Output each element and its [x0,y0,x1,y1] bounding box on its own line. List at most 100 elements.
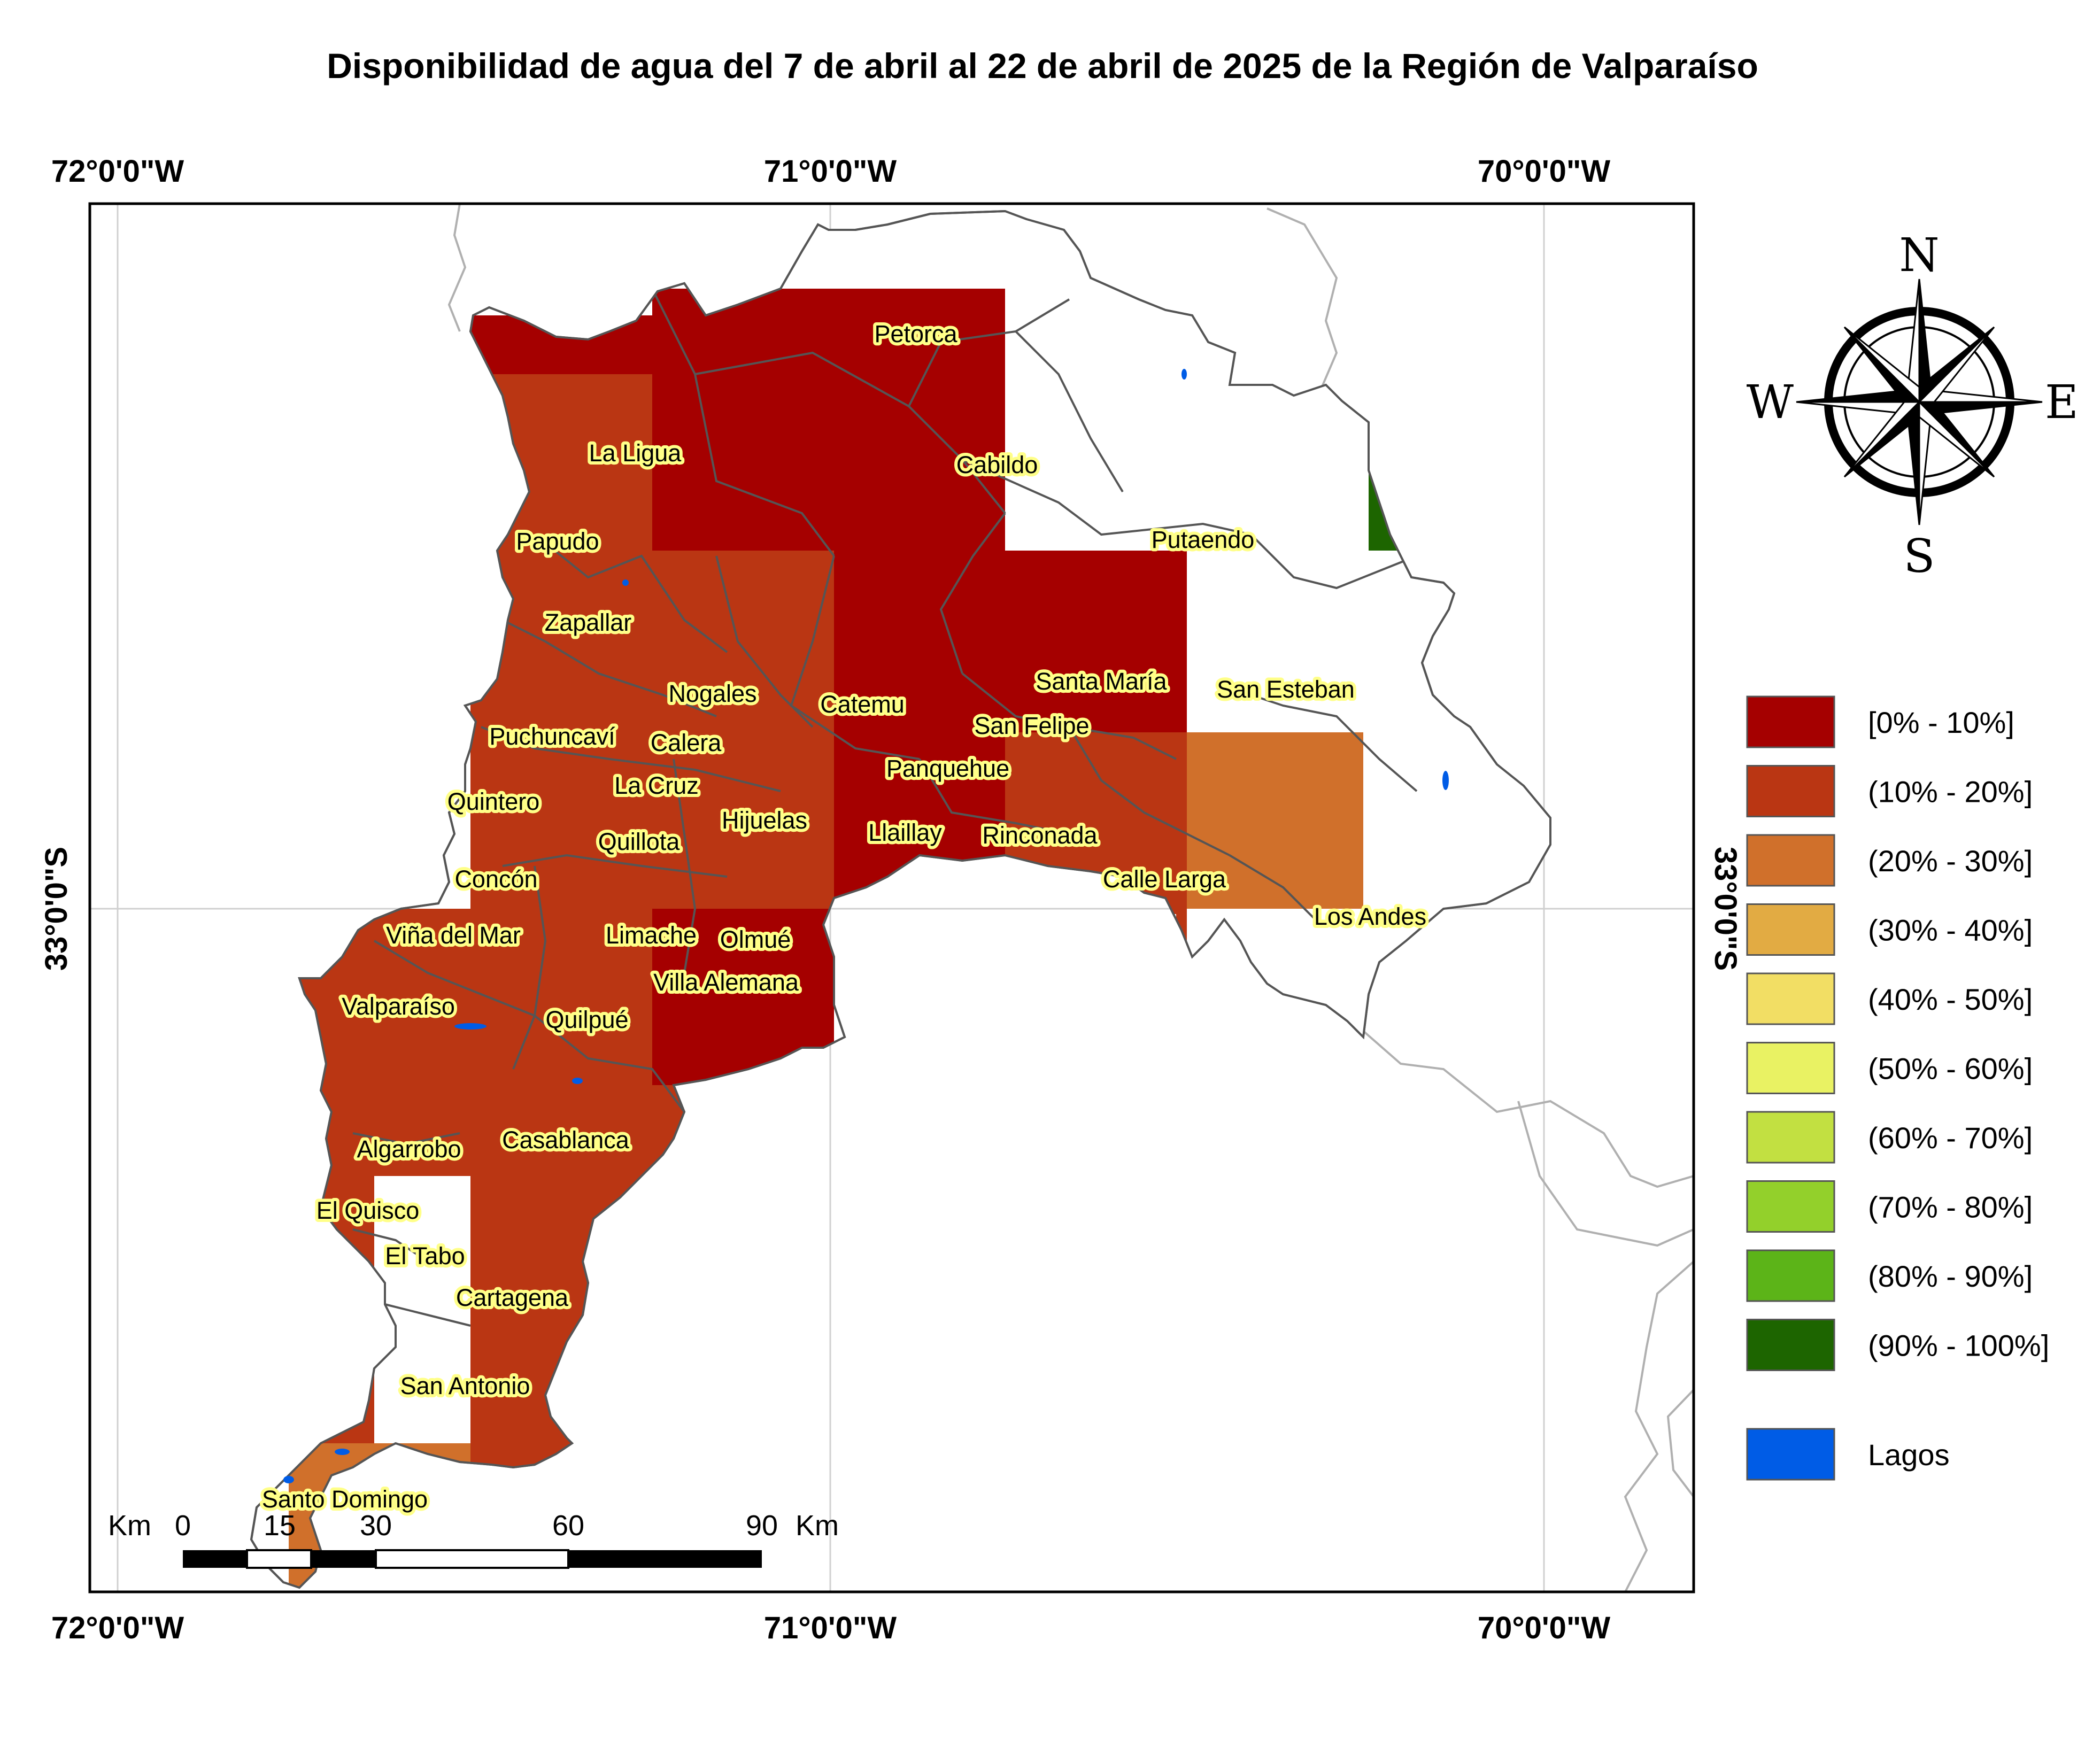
map-title: Disponibilidad de agua del 7 de abril al… [327,46,1758,86]
label-casablanca: Casablanca [502,1126,630,1154]
label-panquehue: Panquehue [886,755,1009,782]
coord-top-70w: 70°0'0"W [1478,154,1611,189]
label-los-andes: Los Andes [1314,903,1426,930]
label-vina-del-mar: Viña del Mar [386,922,521,949]
label-algarrobo: Algarrobo [357,1135,461,1163]
label-santo-domingo: Santo Domingo [262,1486,428,1513]
cell-20-30 [1187,732,1363,909]
cell-0-10 [652,289,1005,551]
scale-bar: Km 0 15 30 60 90 Km [108,1510,839,1569]
legend-item-0-swatch [1746,695,1835,748]
cell-no-data [1005,211,1198,551]
compass-north: N [1899,229,1939,282]
scale-unit-right: Km [796,1510,839,1542]
legend-item-2-label: (20% - 30%] [1868,844,2033,878]
neighbour-boundary-north [447,204,467,332]
legend-lakes-swatch [1746,1428,1835,1481]
label-olmue: Olmué [720,926,791,953]
label-catemu: Catemu [820,691,905,718]
legend-item-5-label: (50% - 60%] [1868,1052,2033,1086]
lake [283,1476,294,1483]
label-quillota: Quillota [598,828,681,855]
river-boundary-2 [1624,1260,1694,1592]
scale-tick-0: 0 [175,1510,191,1542]
legend-item-0-label: [0% - 10%] [1868,706,2014,739]
legend-item-7-swatch [1746,1180,1835,1233]
label-llaillay: Llaillay [868,819,942,846]
cell-90-100 [1369,422,1443,551]
coordinate-labels: 72°0'0"W 71°0'0"W 70°0'0"W 72°0'0"W 71°0… [39,154,1743,1645]
label-villa-alemana: Villa Alemana [653,969,799,996]
label-limache: Limache [606,922,697,949]
label-san-esteban: San Esteban [1217,676,1355,703]
label-san-felipe: San Felipe [974,712,1089,739]
neighbour-boundary-south [1357,1025,1694,1188]
cell-no-data [1443,422,1550,732]
scale-tick-60: 60 [552,1510,584,1542]
label-rinconada: Rinconada [982,822,1098,849]
legend-item-1-label: (10% - 20%] [1868,775,2033,809]
compass-south: S [1904,530,1935,583]
label-nogales: Nogales [668,680,756,707]
legend-item-8-swatch [1746,1249,1835,1302]
legend-item-8-label: (80% - 90%] [1868,1259,2033,1293]
coord-bottom-71w: 71°0'0"W [764,1611,897,1645]
legend-item-3-label: (30% - 40%] [1868,914,2033,947]
neighbour-boundary-east [1267,207,1338,391]
cell-no-data [1369,211,1550,422]
compass-rose-icon: N S E W [1747,229,2079,583]
compass-east: E [2045,376,2079,429]
compass-west: W [1747,376,1794,429]
label-el-tabo: El Tabo [385,1242,465,1270]
legend-item-9-label: (90% - 100%] [1868,1329,2049,1363]
scale-tick-30: 30 [360,1510,392,1542]
legend-item-4-label: (40% - 50%] [1868,982,2033,1016]
label-putaendo: Putaendo [1152,526,1255,553]
coord-right-33s: 33°0'0"S [1708,847,1743,971]
river-boundary-3 [1666,1389,1694,1498]
river-boundary-1 [1517,1101,1694,1247]
cell-10-20 [652,551,834,727]
label-valparaiso: Valparaíso [342,993,455,1020]
label-hijuelas: Hijuelas [722,807,807,834]
label-quilpue: Quilpué [545,1006,628,1033]
cell-0-10 [1005,551,1187,732]
label-concon: Concón [454,865,537,893]
coord-left-33s: 33°0'0"S [39,847,74,971]
label-calera: Calera [651,729,722,756]
label-la-cruz: La Cruz [614,772,699,799]
lake [572,1078,583,1084]
label-puchuncavi: Puchuncaví [489,723,615,750]
legend-item-4-swatch [1746,972,1835,1025]
legend-lakes-label: Lagos [1868,1438,1950,1472]
legend: [0% - 10%] (10% - 20%] (20% - 30%] (30% - 4… [1746,695,2049,1481]
label-cabildo: Cabildo [956,451,1038,478]
coord-bottom-72w: 72°0'0"W [51,1611,184,1645]
cell-no-data [1187,909,1363,1123]
label-papudo: Papudo [516,528,599,555]
lake [1182,369,1187,380]
legend-item-7-label: (70% - 80%] [1868,1190,2033,1224]
legend-item-3-swatch [1746,903,1835,956]
coord-top-72w: 72°0'0"W [51,154,184,189]
coord-top-71w: 71°0'0"W [764,154,897,189]
label-petorca: Petorca [874,320,957,347]
legend-item-9-swatch [1746,1319,1835,1371]
label-calle-larga: Calle Larga [1103,865,1226,893]
cell-0-10 [834,551,1005,909]
commune-boundaries [352,288,1444,1327]
label-la-ligua: La Ligua [589,439,682,467]
legend-item-6-swatch [1746,1111,1835,1164]
label-el-quisco: El Quisco [316,1197,420,1224]
legend-item-5-swatch [1746,1042,1835,1094]
coord-bottom-70w: 70°0'0"W [1478,1611,1611,1645]
lake [454,1023,486,1030]
label-quintero: Quintero [447,788,540,815]
commune-labels: Petorca La Ligua Cabildo Papudo Putaendo… [259,317,1430,1516]
label-san-antonio: San Antonio [400,1372,530,1399]
legend-item-2-swatch [1746,834,1835,887]
label-santa-maria: Santa María [1036,668,1167,695]
lake [335,1449,350,1455]
scale-unit-left: Km [108,1510,151,1542]
label-cartagena: Cartagena [456,1284,569,1311]
